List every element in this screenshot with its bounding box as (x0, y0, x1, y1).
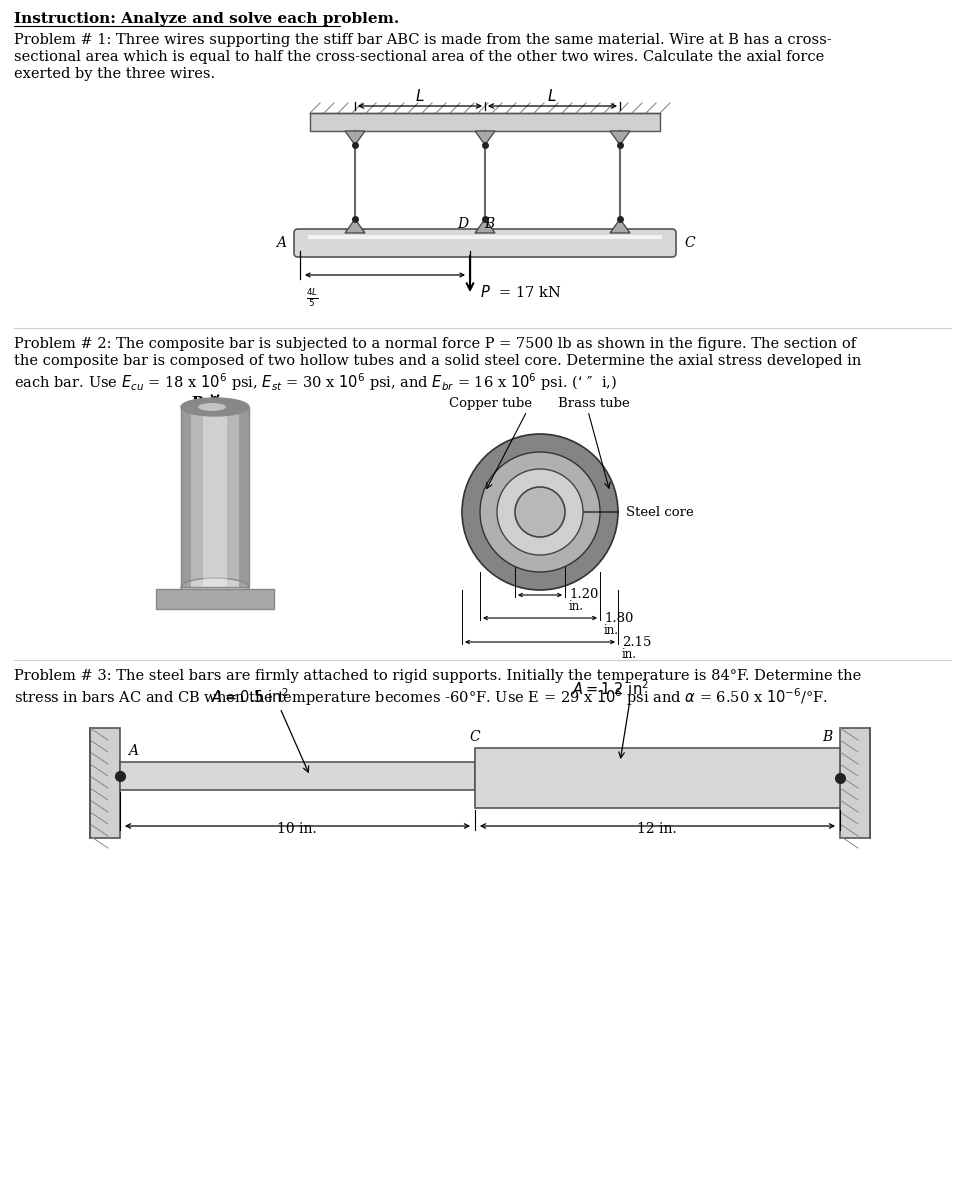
Text: $\frac{4L}{5}$: $\frac{4L}{5}$ (306, 287, 318, 308)
Text: $L$: $L$ (415, 88, 425, 104)
Ellipse shape (198, 403, 226, 410)
Text: Steel core: Steel core (626, 505, 694, 518)
Text: sectional area which is equal to half the cross-sectional area of the other two : sectional area which is equal to half th… (14, 50, 824, 64)
Text: $A = 1.2\ \mathrm{in}^2$: $A = 1.2\ \mathrm{in}^2$ (571, 679, 648, 698)
Text: P: P (191, 396, 203, 410)
Text: 1.20: 1.20 (569, 588, 598, 601)
Text: B: B (483, 217, 494, 230)
Text: 2.15: 2.15 (622, 636, 651, 648)
FancyBboxPatch shape (156, 589, 274, 608)
Circle shape (497, 469, 583, 554)
Bar (120, 762, 475, 790)
Text: each bar. Use $E_{cu}$ = 18 x $10^6$ psi, $E_{st}$ = 30 x $10^6$ psi, and $E_{br: each bar. Use $E_{cu}$ = 18 x $10^6$ psi… (14, 371, 617, 392)
Bar (181, 407, 249, 587)
Text: Copper tube: Copper tube (449, 397, 532, 410)
Bar (475, 748, 840, 808)
Circle shape (515, 487, 565, 538)
Text: the composite bar is composed of two hollow tubes and a solid steel core. Determ: the composite bar is composed of two hol… (14, 354, 862, 368)
Bar (310, 113, 660, 131)
Text: Instruction: Analyze and solve each problem.: Instruction: Analyze and solve each prob… (14, 12, 400, 26)
Text: in.: in. (604, 624, 619, 636)
Text: C: C (470, 730, 481, 744)
Bar (840, 728, 870, 838)
Text: $A = 0.5\ \mathrm{in}^2$: $A = 0.5\ \mathrm{in}^2$ (211, 688, 289, 706)
Bar (181, 407, 191, 587)
Bar (90, 728, 120, 838)
Text: $L$: $L$ (547, 88, 557, 104)
Polygon shape (345, 131, 365, 145)
Text: $P$  = 17 kN: $P$ = 17 kN (480, 284, 562, 300)
Bar (203, 407, 227, 587)
Text: 10 in.: 10 in. (277, 822, 317, 836)
Polygon shape (610, 131, 630, 145)
Text: Problem # 1: Three wires supporting the stiff bar ABC is made from the same mate: Problem # 1: Three wires supporting the … (14, 32, 832, 47)
Bar (239, 407, 249, 587)
Text: Problem # 3: The steel bars are firmly attached to rigid supports. Initially the: Problem # 3: The steel bars are firmly a… (14, 670, 861, 683)
Bar (181, 407, 249, 587)
Polygon shape (475, 131, 495, 145)
Text: Brass tube: Brass tube (558, 397, 630, 410)
Text: 12 in.: 12 in. (637, 822, 676, 836)
Circle shape (462, 434, 618, 590)
Text: stress in bars AC and CB when the temperature becomes -60°F. Use E = 29 x $10^6$: stress in bars AC and CB when the temper… (14, 686, 828, 708)
Text: B: B (822, 730, 832, 744)
Ellipse shape (181, 398, 249, 416)
Ellipse shape (181, 578, 249, 596)
FancyBboxPatch shape (294, 229, 676, 257)
Circle shape (480, 452, 600, 572)
Text: exerted by the three wires.: exerted by the three wires. (14, 67, 215, 80)
Text: C: C (684, 236, 695, 250)
Text: in.: in. (622, 648, 637, 660)
Text: 1.80: 1.80 (604, 612, 633, 624)
Polygon shape (610, 218, 630, 233)
Text: A: A (128, 744, 138, 758)
Text: D: D (457, 217, 469, 230)
Polygon shape (345, 218, 365, 233)
Text: in.: in. (569, 600, 584, 613)
Bar (308, 235, 662, 239)
Polygon shape (475, 218, 495, 233)
Text: A: A (276, 236, 286, 250)
Text: Problem # 2: The composite bar is subjected to a normal force P = 7500 lb as sho: Problem # 2: The composite bar is subjec… (14, 337, 856, 350)
